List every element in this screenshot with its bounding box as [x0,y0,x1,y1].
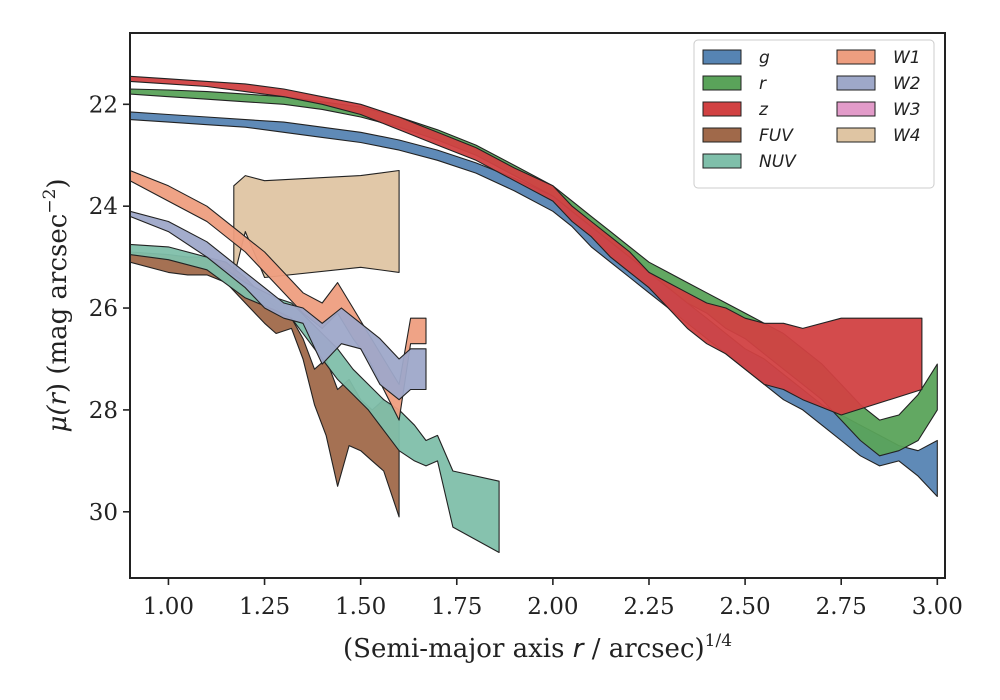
y-tick-label: 26 [89,296,118,322]
legend-label: z [758,100,769,120]
y-axis-title-var: r [43,392,73,406]
x-axis-title-mid: / arcsec) [583,634,704,664]
legend-swatch [836,75,876,91]
y-axis: 22 24 26 28 30 [89,92,130,526]
legend-label: g [759,48,770,68]
legend-label: W2 [893,74,921,94]
series-layer [130,75,938,554]
legend-swatch [702,75,742,91]
legend-swatch [836,49,876,65]
x-tick-label: 2.25 [623,594,674,620]
y-tick-label: 28 [89,398,118,424]
x-axis-title-sup: 1/4 [705,631,732,651]
y-tick-label: 30 [89,500,118,526]
x-tick-label: 3.00 [912,594,963,620]
x-axis: 1.00 1.25 1.50 1.75 2.00 2.25 2.50 2.75 3.00 [143,578,963,620]
legend-label: r [759,74,767,94]
legend-label: W3 [893,100,921,120]
legend-swatch [836,127,876,143]
y-axis-title-mid: ) (mag arcsec [43,214,73,393]
legend-swatch [702,127,742,143]
series-band-z [130,75,923,416]
y-axis-title-suffix: ) [43,178,73,188]
y-tick-label: 24 [89,194,118,220]
y-tick-label: 22 [89,92,118,118]
legend-label: FUV [759,126,794,146]
x-axis-title: (Semi-major axis r / arcsec)1/4 [343,631,732,664]
x-axis-title-prefix: (Semi-major axis [343,634,573,664]
legend-swatch [702,153,742,169]
legend-label: NUV [759,152,797,172]
legend: grz FUV NUV W1 W2 W3 W4 [693,39,935,189]
y-axis-title-prefix: μ( [43,405,73,433]
x-tick-label: 2.00 [527,594,578,620]
x-axis-title-var: r [573,634,586,664]
x-tick-label: 1.50 [335,594,386,620]
legend-swatch [702,49,742,65]
legend-swatch [836,101,876,117]
legend-label: W4 [893,126,921,146]
y-axis-title-sup: −2 [40,189,60,214]
x-tick-label: 2.50 [719,594,770,620]
series-band-w2 [130,210,427,401]
legend-swatch [702,101,742,117]
x-tick-label: 1.00 [143,594,194,620]
y-axis-title: μ(r) (mag arcsec−2) [40,178,73,432]
plot-frame [129,32,946,579]
x-tick-label: 1.25 [239,594,290,620]
legend-label: W1 [893,48,921,68]
x-tick-label: 2.75 [816,594,867,620]
x-tick-label: 1.75 [431,594,482,620]
